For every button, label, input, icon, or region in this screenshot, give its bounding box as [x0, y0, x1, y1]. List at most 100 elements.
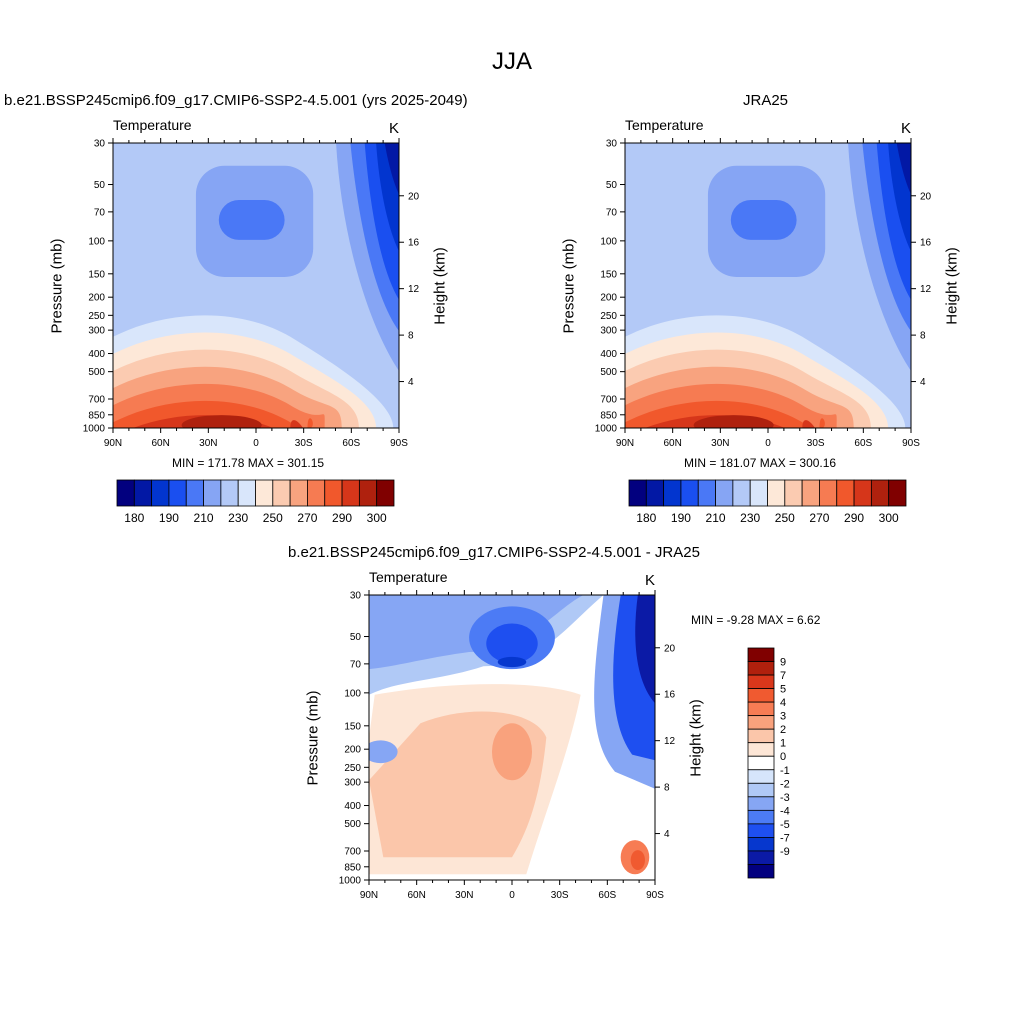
- panel1-xtick-label: 60N: [151, 438, 169, 449]
- panel1-rtick-label: 12: [408, 284, 420, 295]
- panel3-xtick-label: 90N: [360, 890, 378, 901]
- field-contour: [730, 200, 797, 240]
- field-contour: [369, 740, 398, 764]
- panel1-colorbar-box: [324, 479, 343, 507]
- panel3-colorbar-label: 0: [780, 751, 786, 763]
- panel1-xtick-label: 0: [253, 438, 259, 449]
- panel1-colorbar-box: [289, 479, 308, 507]
- field-contour: [693, 415, 774, 428]
- panel2-colorbar-box: [697, 479, 716, 507]
- panel1-colorbar-box: [168, 479, 187, 507]
- panel3-colorbar-label: 5: [780, 684, 786, 696]
- panel2-xtick-label: 60S: [854, 438, 872, 449]
- panel2-axes: 305070100150200250300400500700850100090N…: [595, 138, 932, 449]
- panel2-ylabel: Pressure (mb): [560, 238, 578, 334]
- panel2-ytick-label: 850: [600, 410, 617, 421]
- panel3-colorbar-box: [747, 796, 775, 811]
- panel1-rtick-label: 20: [408, 191, 420, 202]
- panel2-ytick-label: 500: [600, 367, 617, 378]
- panel3-ytick-label: 500: [344, 819, 361, 830]
- panel2-colorbar-box: [715, 479, 734, 507]
- panel2-colorbar-box: [749, 479, 768, 507]
- field-contour: [218, 200, 285, 240]
- panel3-xtick-label: 90S: [646, 890, 664, 901]
- panel3-colorbar-box: [747, 728, 775, 744]
- panel2-field: [625, 143, 911, 428]
- panel1-xtick-label: 90N: [104, 438, 122, 449]
- panel1-colorbar-box: [133, 479, 153, 507]
- panel2-rtick-label: 16: [920, 238, 932, 249]
- panel2-colorbar-box: [732, 479, 751, 507]
- panel3-colorbar-label: -3: [780, 792, 790, 804]
- panel2-colorbar-box: [819, 479, 838, 507]
- panel3-colorbar-box: [747, 864, 775, 879]
- panel3-ylabel: Pressure (mb): [304, 690, 322, 786]
- field-contour: [635, 595, 655, 704]
- panel3-field: [369, 595, 655, 880]
- panel1-rtick-label: 8: [408, 331, 414, 342]
- panel3-colorbar-box: [747, 837, 775, 852]
- panel1-ytick-label: 700: [88, 395, 105, 406]
- panel1-xtick-label: 60S: [342, 438, 360, 449]
- panel1-ytick-label: 400: [88, 349, 105, 360]
- figure-title: JJA: [491, 48, 532, 75]
- panel1-colorbar-label: 270: [297, 511, 317, 525]
- panel3-ytick-label: 200: [344, 745, 361, 756]
- panel3-colorbar-label: -9: [780, 846, 790, 858]
- panel3-colorbar-box: [747, 755, 775, 771]
- panel3-ytick-label: 400: [344, 801, 361, 812]
- panel2-ytick-label: 250: [600, 311, 617, 322]
- panel3-ylabel-right: Height (km): [687, 699, 705, 777]
- panel1-colorbar-box: [116, 479, 135, 507]
- panel3-axes: 305070100150200250300400500700850100090N…: [339, 590, 676, 901]
- panel3-rtick-label: 4: [664, 829, 670, 840]
- panel1-colorbar-label: 210: [194, 511, 214, 525]
- panel1-colorbar-box: [376, 479, 395, 507]
- field-contour: [486, 623, 538, 664]
- panel3-rtick-label: 12: [664, 736, 676, 747]
- panel2-ylabel-right: Height (km): [943, 247, 961, 325]
- panel3-ytick-label: 1000: [339, 876, 362, 887]
- panel2-title: JRA25: [743, 92, 789, 109]
- panel2-colorbar-box: [870, 479, 890, 507]
- panel2-xtick-label: 60N: [663, 438, 681, 449]
- panel1-colorbar-box: [358, 479, 378, 507]
- panel1-ytick-label: 70: [94, 207, 106, 218]
- panel3-colorbar-label: 7: [780, 670, 786, 682]
- panel1-colorbar-label: 250: [263, 511, 283, 525]
- panel2-colorbar-label: 180: [636, 511, 656, 525]
- panel2-ytick-label: 70: [606, 207, 618, 218]
- panel2-rtick-label: 20: [920, 191, 932, 202]
- panel3-colorbar-label: 4: [780, 697, 786, 709]
- panel3-colorbar-label: 9: [780, 657, 786, 669]
- panel2-xtick-label: 30S: [807, 438, 825, 449]
- panel3-colorbar-box: [747, 850, 775, 865]
- panel3-ytick-label: 850: [344, 862, 361, 873]
- panel2-colorbar-label: 290: [844, 511, 864, 525]
- panel2-ytick-label: 700: [600, 395, 617, 406]
- panel1-rtick-label: 4: [408, 377, 414, 388]
- panel1-ytick-label: 100: [88, 236, 105, 247]
- panel3-ytick-label: 70: [350, 659, 362, 670]
- panel2-ytick-label: 400: [600, 349, 617, 360]
- field-contour: [181, 415, 262, 428]
- panel3-rtick-label: 8: [664, 783, 670, 794]
- panel1-ytick-label: 50: [94, 180, 106, 191]
- panel1-ytick-label: 300: [88, 326, 105, 337]
- panel3-colorbar-box: [747, 715, 775, 730]
- panel1-colorbar-box: [341, 479, 360, 507]
- panel3-variable: Temperature: [369, 569, 448, 585]
- panel1-title: b.e21.BSSP245cmip6.f09_g17.CMIP6-SSP2-4.…: [4, 92, 468, 109]
- panel3-colorbar-box: [747, 674, 775, 689]
- panel1-colorbar-box: [151, 479, 170, 507]
- panel2-colorbar-box: [836, 479, 855, 507]
- panel3-colorbar-box: [747, 769, 775, 784]
- panel3-colorbar-label: -7: [780, 832, 790, 844]
- panel1-colorbar-box: [307, 479, 326, 507]
- panel1-colorbar-box: [272, 479, 291, 507]
- panel1-ytick-label: 150: [88, 269, 105, 280]
- panel1-colorbar-box: [237, 479, 256, 507]
- panel2-colorbar-label: 250: [775, 511, 795, 525]
- panel1-axes: 305070100150200250300400500700850100090N…: [83, 138, 420, 449]
